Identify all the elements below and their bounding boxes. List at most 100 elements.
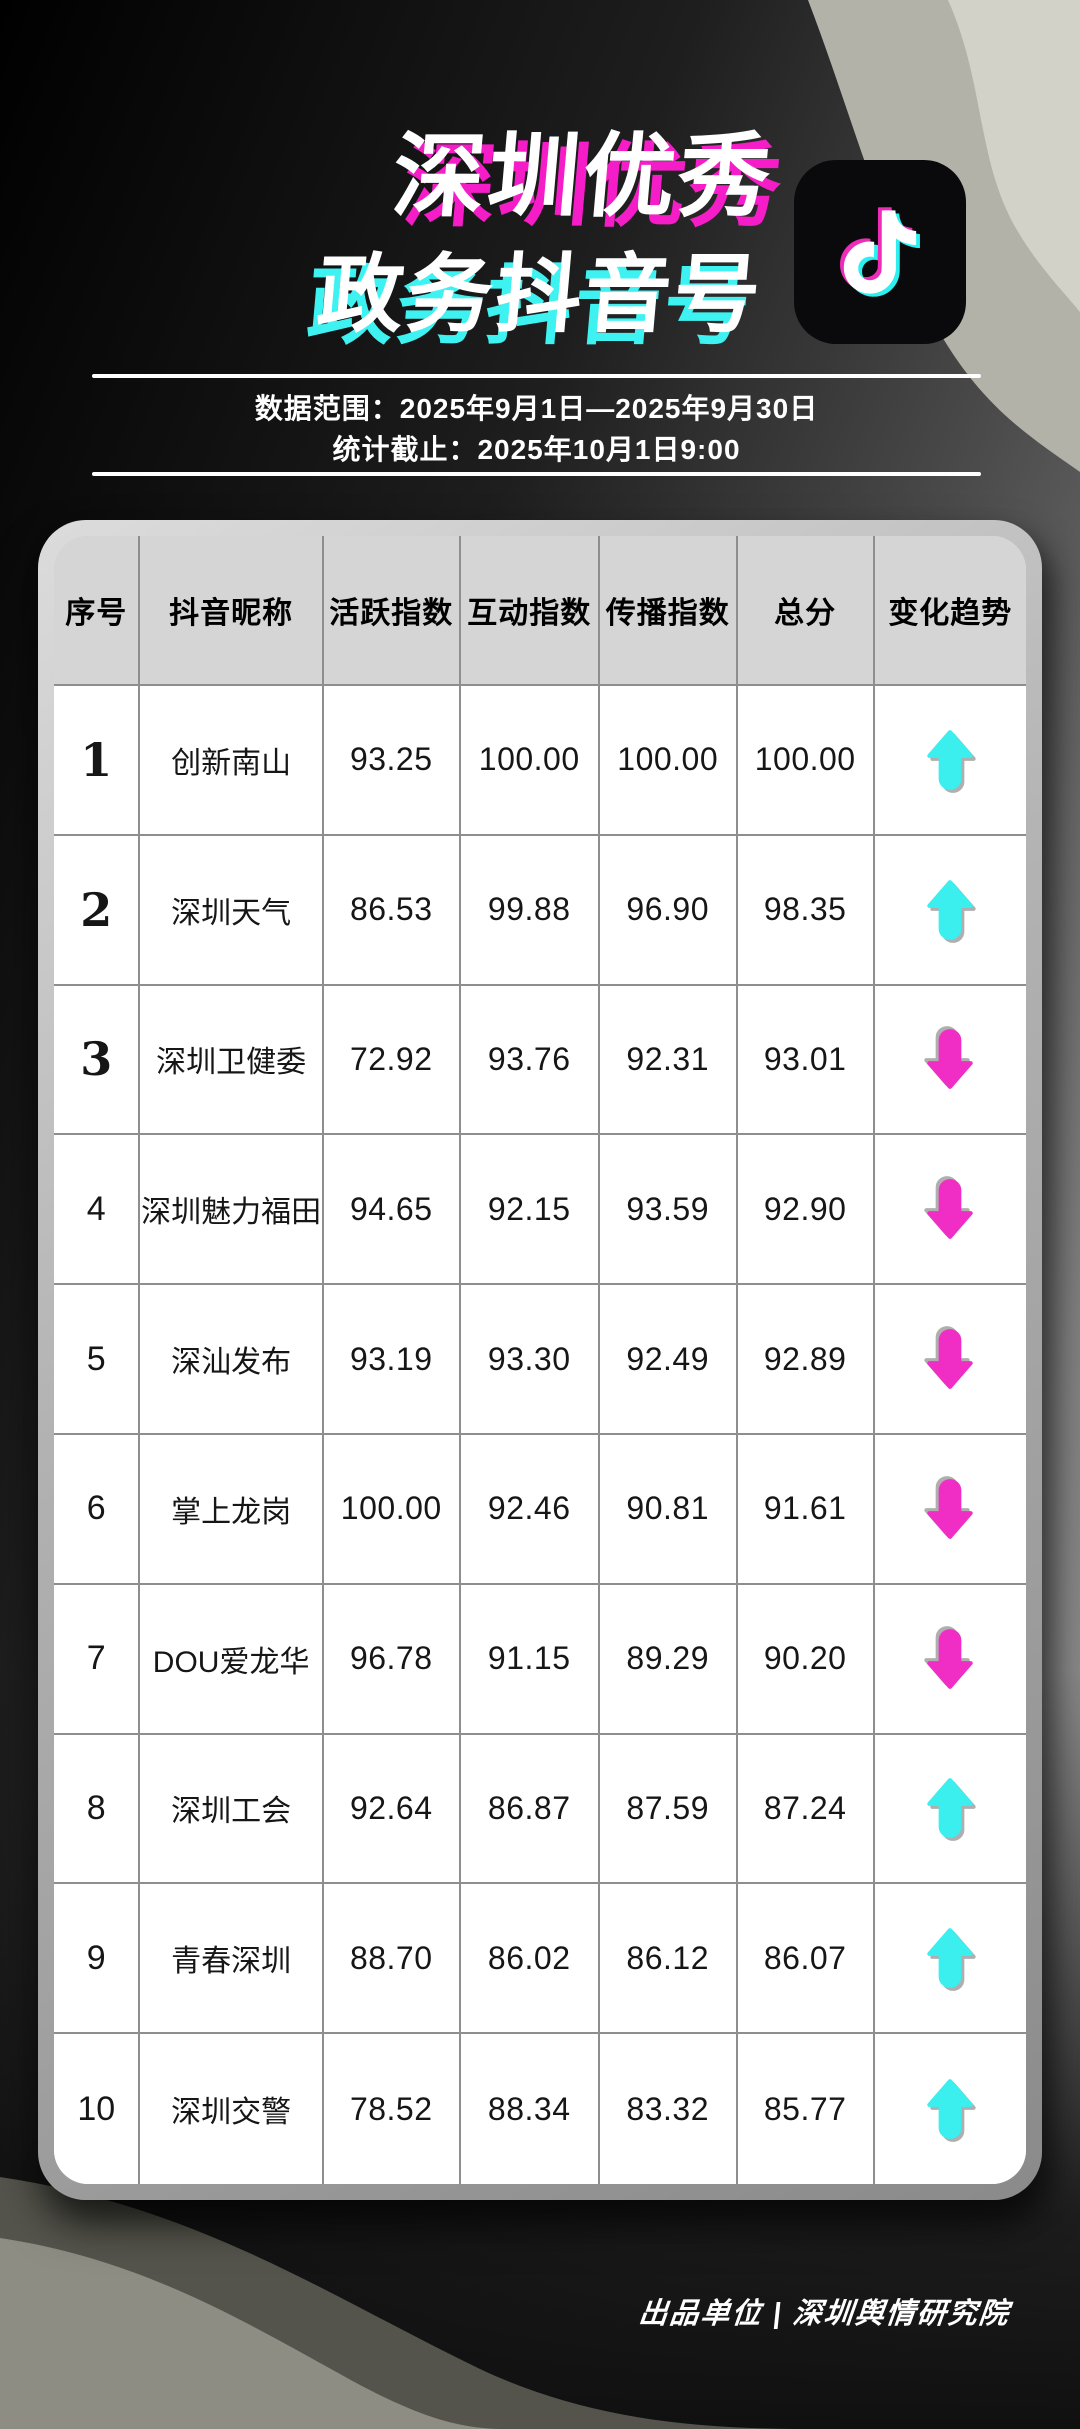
total-score-cell: 86.07	[737, 1884, 875, 2035]
trend-arrow-icon	[927, 1928, 974, 1989]
trend-arrow-icon	[927, 729, 974, 790]
bottom-left-wave-decoration	[0, 2177, 880, 2429]
rank-cell: 3	[54, 985, 141, 1136]
divider-line-bottom	[92, 472, 981, 476]
nickname-cell: 深汕发布	[140, 1285, 324, 1435]
trend-arrow-icon	[927, 1029, 974, 1090]
divider-line-top	[92, 374, 981, 378]
trend-arrow-icon	[927, 1478, 974, 1539]
rank-cell: 4	[54, 1135, 141, 1286]
stat-deadline-text: 统计截止：2025年10月1日9:00	[332, 434, 741, 465]
activity-index-cell: 100.00	[323, 1435, 461, 1585]
total-score-cell: 93.01	[737, 985, 875, 1136]
total-score-cell: 91.61	[737, 1435, 875, 1585]
interaction-index-cell: 91.15	[460, 1584, 600, 1735]
header-rank: 序号	[54, 536, 141, 686]
trend-cell	[874, 835, 1026, 986]
data-range-text: 数据范围：2025年9月1日—2025年9月30日	[254, 393, 819, 424]
header-activity-index: 活跃指数	[323, 536, 461, 686]
spread-index-cell: 86.12	[599, 1884, 738, 2035]
ranking-table: 序号 抖音昵称 活跃指数 互动指数 传播指数 总分 变化趋势 1 创新南山 93…	[54, 536, 1026, 2184]
meta-block: 数据范围：2025年9月1日—2025年9月30日 统计截止：2025年10月1…	[92, 388, 981, 470]
trend-cell	[874, 1584, 1026, 1735]
rank-cell: 9	[54, 1884, 141, 2035]
trend-cell	[874, 1884, 1026, 2035]
spread-index-cell: 87.59	[599, 1734, 738, 1885]
activity-index-cell: 78.52	[323, 2034, 461, 2184]
spread-index-cell: 92.31	[599, 985, 738, 1136]
total-score-cell: 85.77	[737, 2034, 875, 2184]
total-score-cell: 90.20	[737, 1584, 875, 1735]
trend-cell	[874, 1135, 1026, 1286]
ranking-table-panel: 序号 抖音昵称 活跃指数 互动指数 传播指数 总分 变化趋势 1 创新南山 93…	[38, 520, 1042, 2200]
header-nickname: 抖音昵称	[140, 536, 324, 686]
trend-cell	[874, 1285, 1026, 1435]
header-trend: 变化趋势	[874, 536, 1026, 686]
trend-arrow-icon	[927, 879, 974, 940]
producer-credit: 出品单位 | 深圳舆情研究院	[636, 2298, 1012, 2330]
rank-cell: 7	[54, 1584, 141, 1735]
trend-arrow-icon	[927, 1628, 974, 1689]
nickname-cell: 创新南山	[140, 686, 324, 836]
nickname-cell: 深圳卫健委	[140, 985, 324, 1136]
total-score-cell: 92.89	[737, 1285, 875, 1435]
interaction-index-cell: 93.76	[460, 985, 600, 1136]
total-score-cell: 100.00	[737, 686, 875, 836]
spread-index-cell: 93.59	[599, 1135, 738, 1286]
nickname-cell: 深圳交警	[140, 2034, 324, 2184]
trend-arrow-icon	[927, 1329, 974, 1390]
trend-arrow-icon	[927, 2079, 974, 2140]
total-score-cell: 98.35	[737, 835, 875, 986]
rank-cell: 6	[54, 1435, 141, 1585]
activity-index-cell: 96.78	[323, 1584, 461, 1735]
trend-cell	[874, 686, 1026, 836]
nickname-cell: DOU爱龙华	[140, 1584, 324, 1735]
rank-cell: 10	[54, 2034, 141, 2184]
activity-index-cell: 88.70	[323, 1884, 461, 2035]
nickname-cell: 深圳工会	[140, 1734, 324, 1885]
title-line-2: 政务抖音号	[313, 247, 768, 343]
total-score-cell: 92.90	[737, 1135, 875, 1286]
spread-index-cell: 92.49	[599, 1285, 738, 1435]
trend-cell	[874, 1435, 1026, 1585]
spread-index-cell: 100.00	[599, 686, 738, 836]
interaction-index-cell: 93.30	[460, 1285, 600, 1435]
activity-index-cell: 93.25	[323, 686, 461, 836]
interaction-index-cell: 100.00	[460, 686, 600, 836]
title-line-1: 深圳优秀	[388, 126, 778, 228]
trend-arrow-icon	[927, 1179, 974, 1240]
interaction-index-cell: 86.87	[460, 1734, 600, 1885]
interaction-index-cell: 99.88	[460, 835, 600, 986]
header-spread-index: 传播指数	[599, 536, 738, 686]
nickname-cell: 青春深圳	[140, 1884, 324, 2035]
total-score-cell: 87.24	[737, 1734, 875, 1885]
trend-cell	[874, 985, 1026, 1136]
header-interaction-index: 互动指数	[460, 536, 600, 686]
poster-title: 深圳优秀 政务抖音号	[30, 118, 779, 354]
trend-arrow-icon	[927, 1778, 974, 1839]
spread-index-cell: 89.29	[599, 1584, 738, 1735]
activity-index-cell: 93.19	[323, 1285, 461, 1435]
douyin-logo-icon	[794, 160, 966, 344]
interaction-index-cell: 88.34	[460, 2034, 600, 2184]
spread-index-cell: 83.32	[599, 2034, 738, 2184]
douyin-note-glyph	[840, 207, 920, 297]
activity-index-cell: 94.65	[323, 1135, 461, 1286]
activity-index-cell: 92.64	[323, 1734, 461, 1885]
trend-cell	[874, 2034, 1026, 2184]
activity-index-cell: 86.53	[323, 835, 461, 986]
rank-cell: 2	[54, 835, 141, 986]
interaction-index-cell: 86.02	[460, 1884, 600, 2035]
nickname-cell: 深圳天气	[140, 835, 324, 986]
header-total-score: 总分	[737, 536, 875, 686]
nickname-cell: 深圳魅力福田	[140, 1135, 324, 1286]
spread-index-cell: 96.90	[599, 835, 738, 986]
rank-cell: 5	[54, 1285, 141, 1435]
interaction-index-cell: 92.15	[460, 1135, 600, 1286]
spread-index-cell: 90.81	[599, 1435, 738, 1585]
nickname-cell: 掌上龙岗	[140, 1435, 324, 1585]
trend-cell	[874, 1734, 1026, 1885]
interaction-index-cell: 92.46	[460, 1435, 600, 1585]
activity-index-cell: 72.92	[323, 985, 461, 1136]
rank-cell: 8	[54, 1734, 141, 1885]
